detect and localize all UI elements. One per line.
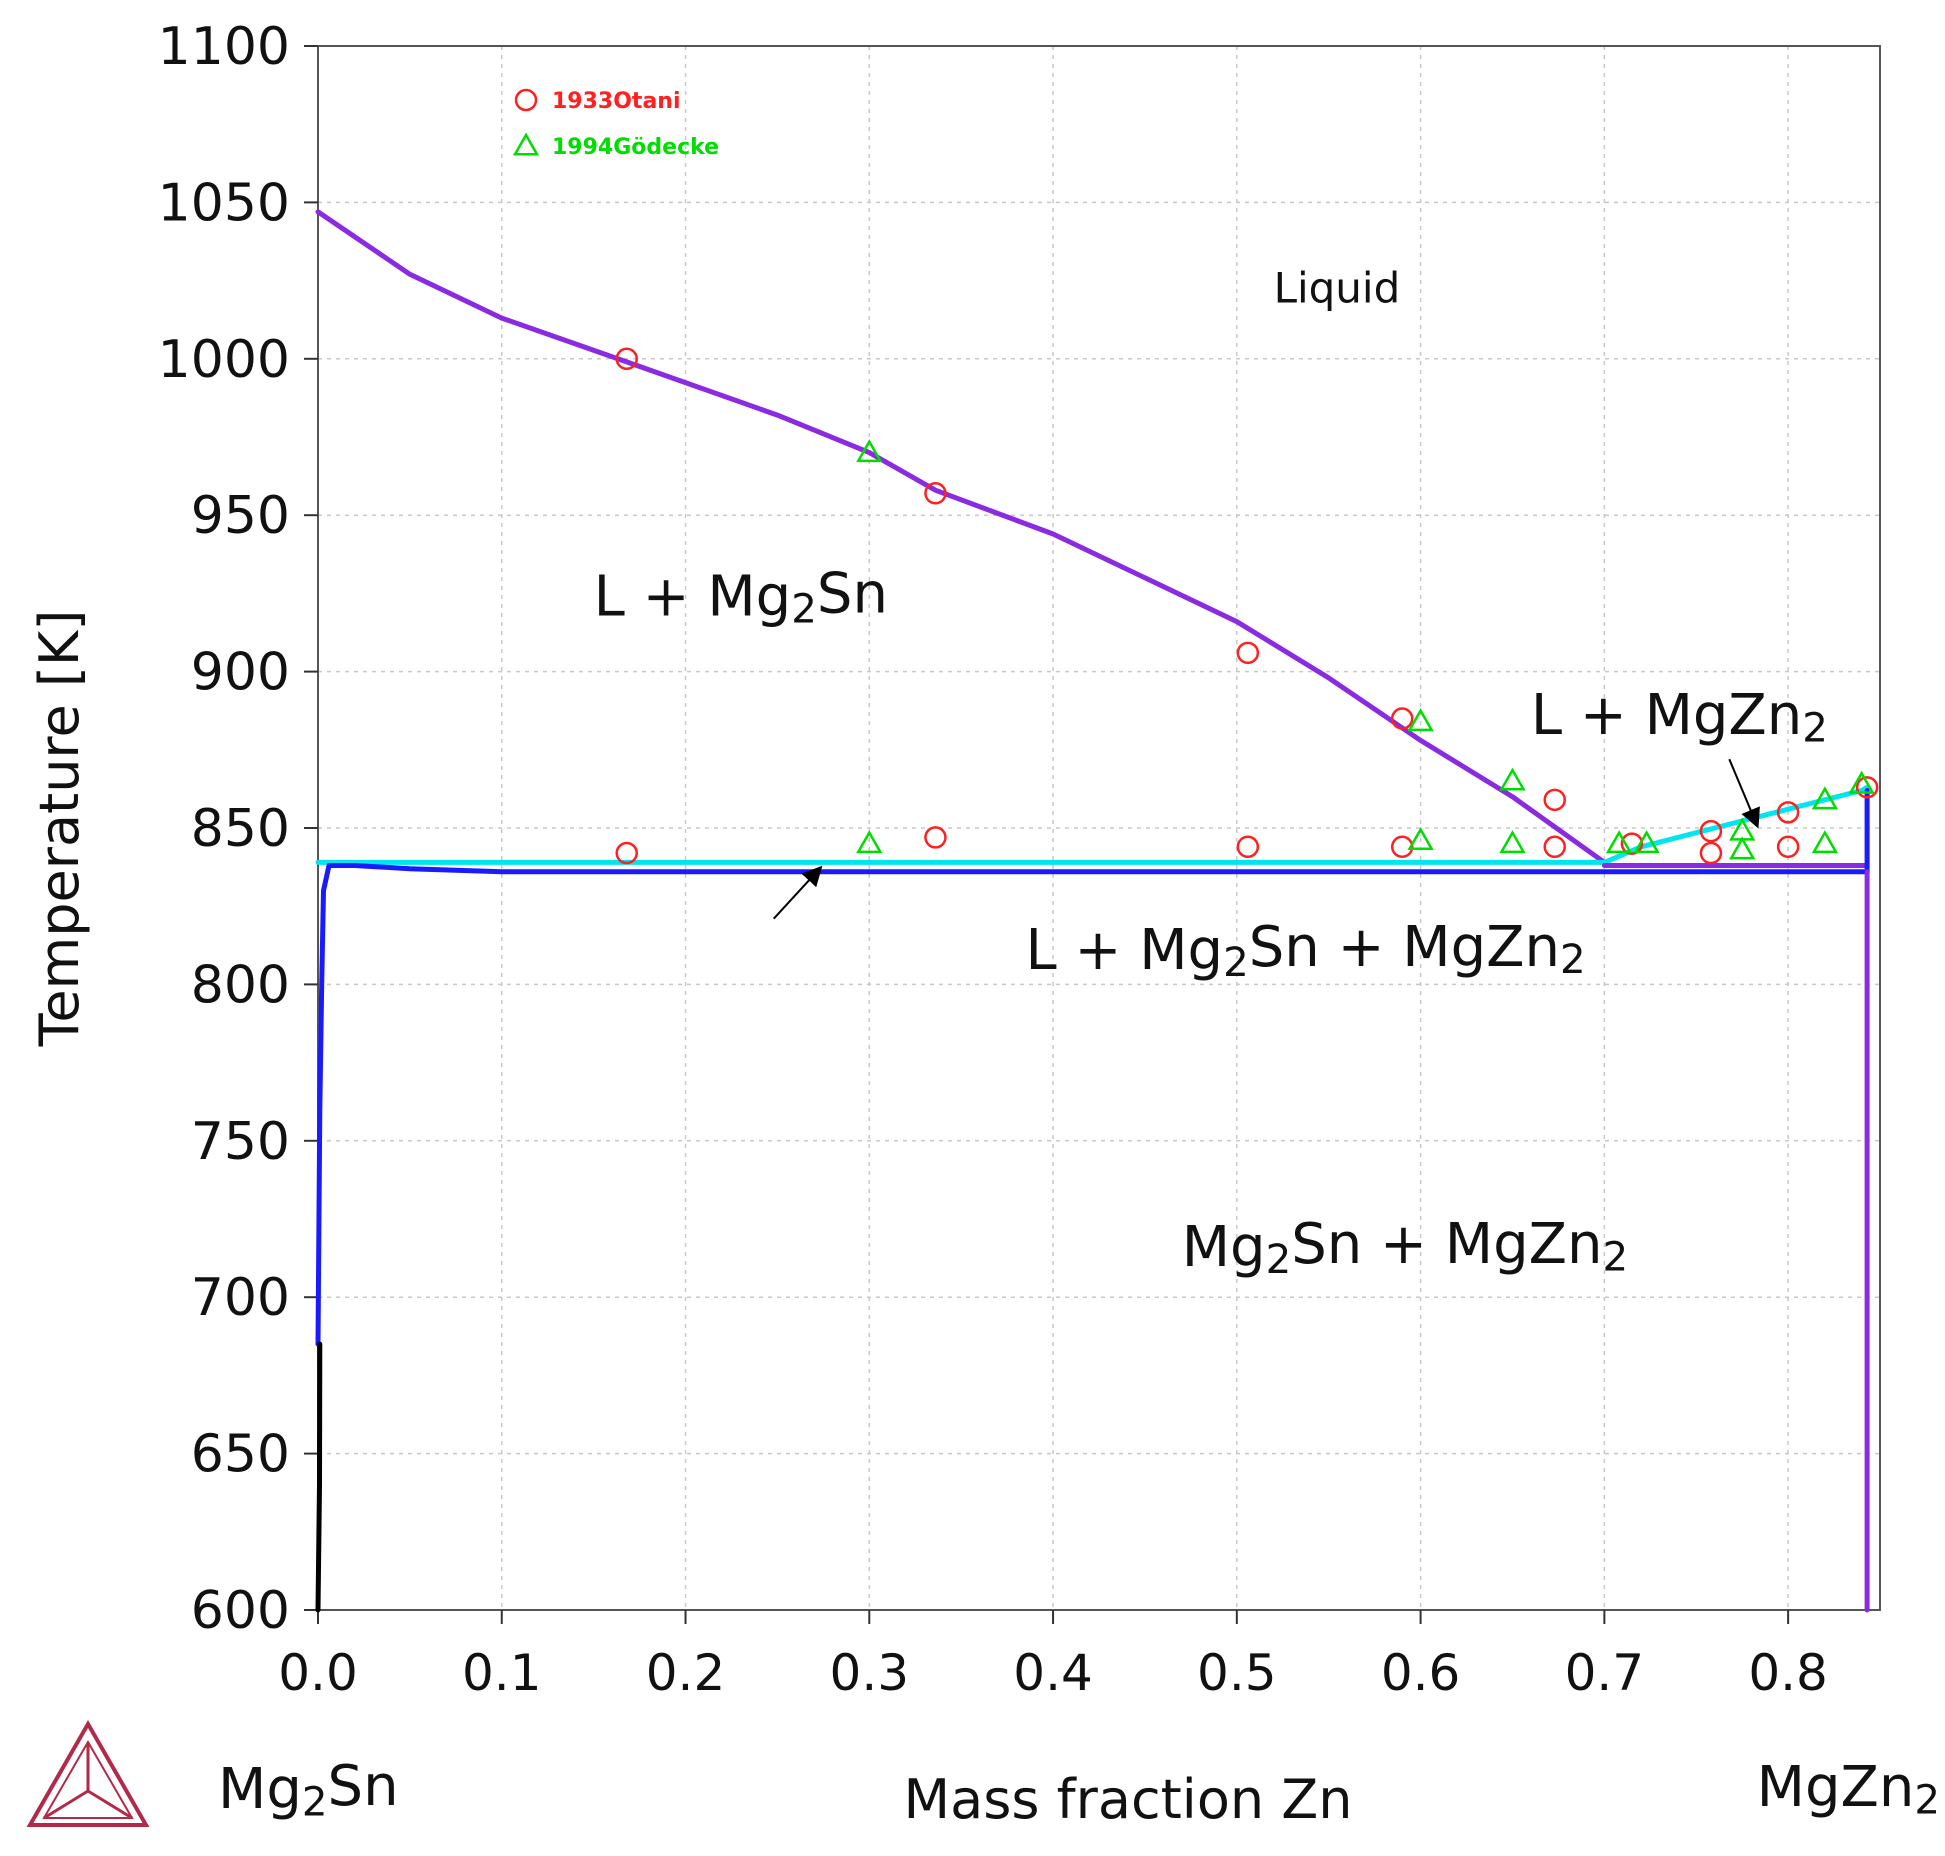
data-point-circle [615,347,638,371]
logo-icon-spoke [87,1789,133,1820]
label-text-part: L + MgZn [1531,683,1802,748]
phase-region-label: Liquid [1274,263,1401,312]
x-tick-label: 0.6 [1381,1644,1461,1702]
y-tick-label: 1000 [158,330,290,390]
label-subscript: 2 [1223,939,1249,986]
logo-icon-spoke [43,1789,89,1820]
data-point-circle [1236,835,1260,859]
annotation-arrow [772,865,823,920]
left-endpoint-label: Mg2Sn [218,1754,399,1825]
label-text-part: Sn + MgZn [1249,915,1560,980]
data-point-triangle [1499,830,1526,854]
data-point-triangle [1633,830,1660,854]
data-point-circle [1699,819,1723,843]
label-text-part: L + Mg [594,564,792,629]
y-tick-label: 1050 [158,173,290,233]
label-text-part: MgZn [1757,1755,1915,1820]
phase-region-label: L + MgZn2 [1531,683,1828,751]
data-point-circle [924,482,947,505]
label-text-part: Sn [328,1754,399,1819]
data-point-circle [1855,776,1879,799]
data-point-triangle [1605,830,1633,854]
right-endpoint-label: MgZn2 [1757,1755,1940,1823]
phase-region-label: L + Mg2Sn [594,561,888,632]
y-axis-label: Temperature [K] [28,610,91,1048]
label-subscript: 2 [1914,1776,1940,1823]
logo-icon-inner [42,1740,134,1819]
legend-marker-circle [514,88,538,112]
y-tick-label: 850 [191,799,290,859]
data-point-triangle [1407,708,1434,732]
label-text-part: Sn + MgZn [1291,1212,1602,1277]
legend-label: 1994Gödecke [552,135,719,160]
label-subscript: 2 [1560,936,1586,983]
data-point-circle [1620,832,1644,855]
x-tick-label: 0.1 [462,1644,542,1702]
phase-region-label: Mg2Sn + MgZn2 [1182,1212,1628,1283]
y-tick-label: 600 [191,1581,290,1641]
y-tick-label: 650 [191,1425,290,1485]
x-tick-label: 0.5 [1197,1644,1277,1702]
data-point-triangle [1729,836,1756,860]
y-tick-label: 950 [191,486,290,546]
data-point-triangle [1811,830,1839,854]
x-tick-label: 0.8 [1748,1644,1828,1702]
y-tick-label: 900 [191,643,290,703]
data-point-circle [1390,835,1414,859]
data-point-circle [615,841,638,865]
label-subscript: 2 [791,586,817,633]
label-subscript: 2 [1802,704,1828,751]
data-point-triangle [1499,767,1526,791]
phase-boundary-line [315,863,1870,1347]
phase-boundary-line [315,1341,323,1613]
x-tick-label: 0.2 [646,1644,726,1702]
legend-label: 1933Otani [552,89,681,114]
y-tick-label: 700 [191,1268,290,1328]
data-point-circle [1776,801,1800,824]
annotation-arrow [1728,758,1760,829]
data-point-circle [1236,641,1260,665]
data-point-circle [1543,788,1566,812]
x-tick-label: 0.4 [1013,1644,1093,1702]
label-text-part: Mg [218,1757,302,1822]
x-axis-label: Mass fraction Zn [904,1768,1353,1831]
data-point-circle [924,826,947,849]
data-point-circle [1543,835,1566,859]
data-point-triangle [856,439,883,463]
logo-icon [26,1719,150,1827]
label-subscript: 2 [1603,1233,1629,1280]
x-tick-label: 0.3 [830,1644,910,1702]
data-point-triangle [856,830,883,854]
y-tick-label: 800 [191,955,290,1015]
phase-boundary-line [315,209,1607,865]
x-tick-label: 0.0 [278,1644,358,1702]
label-text-part: Liquid [1274,263,1401,312]
legend-marker-triangle [512,132,540,156]
data-point-triangle [1407,826,1434,851]
data-point-circle [1699,841,1723,865]
x-tick-label: 0.7 [1565,1644,1645,1702]
label-text-part: Sn [817,561,888,626]
data-point-triangle [1848,770,1875,794]
y-tick-label: 750 [191,1112,290,1172]
phase-region-label: L + Mg2Sn + MgZn2 [1025,915,1585,986]
data-point-triangle [1811,786,1839,810]
y-tick-label: 1100 [158,17,290,77]
label-text-part: Mg [1182,1215,1266,1280]
data-point-circle [1776,835,1800,859]
data-point-circle [1390,707,1414,730]
label-subscript: 2 [1266,1236,1292,1283]
label-subscript: 2 [302,1778,328,1825]
label-text-part: L + Mg [1025,918,1223,983]
